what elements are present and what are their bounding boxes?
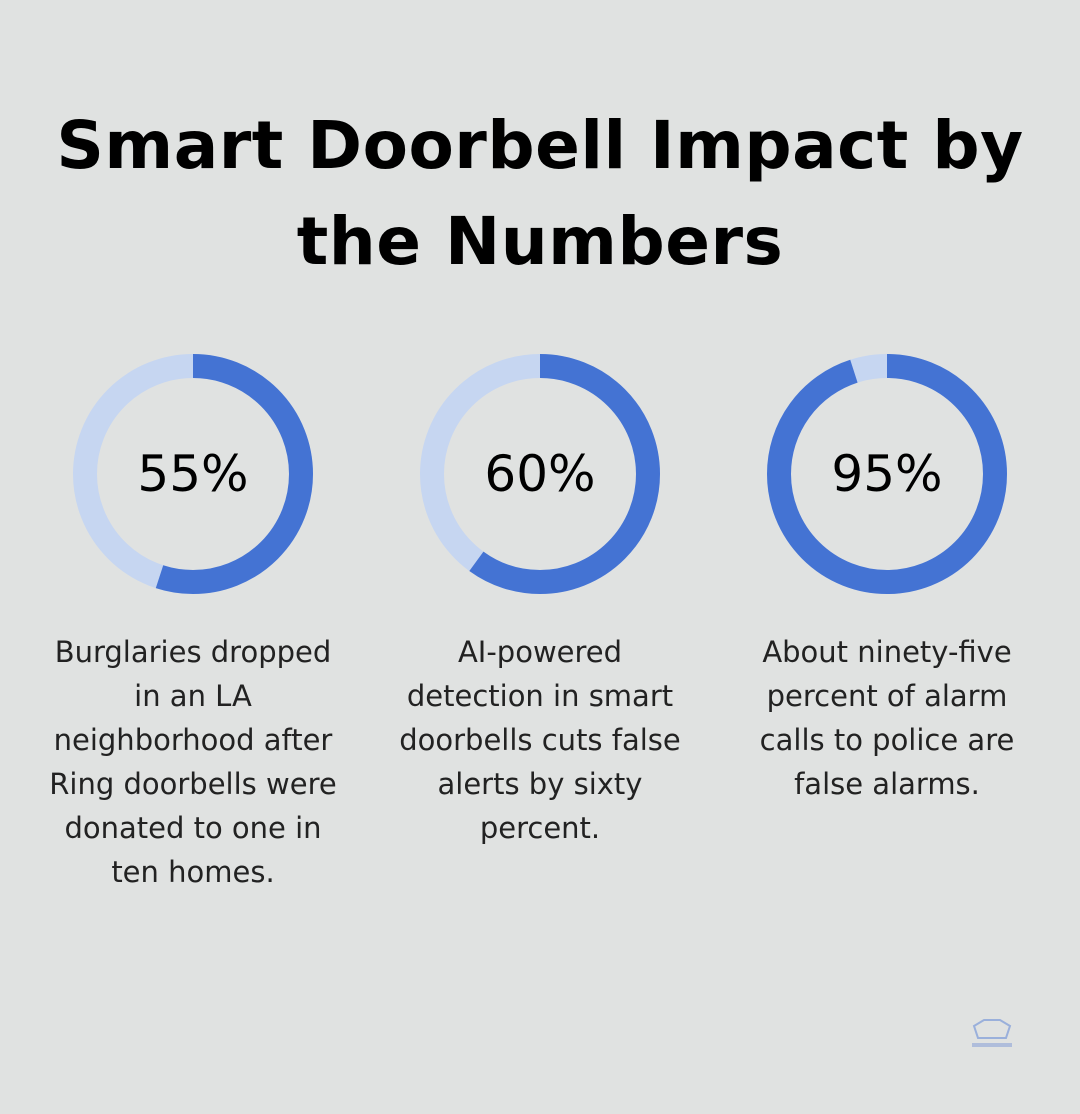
stat-description: About ninety-five percent of alarm calls… [759,635,1015,801]
page-title: Smart Doorbell Impact by the Numbers [56,107,1024,280]
donut-value-label: 95% [831,445,943,503]
brand-logo [972,1019,1012,1047]
donut-value-arc [767,354,1007,594]
donut-value-arc [420,354,660,594]
donut-value-label: 55% [137,445,249,503]
donut-value-arc [73,354,313,594]
donut-value-label: 60% [484,445,596,503]
donut-chart [767,354,1007,594]
stat-description: AI-powered detection in smart doorbells … [399,635,681,845]
donut-chart [420,354,660,594]
donut-chart [73,354,313,594]
stat-description: Burglaries dropped in an LA neighborhood… [49,635,337,889]
